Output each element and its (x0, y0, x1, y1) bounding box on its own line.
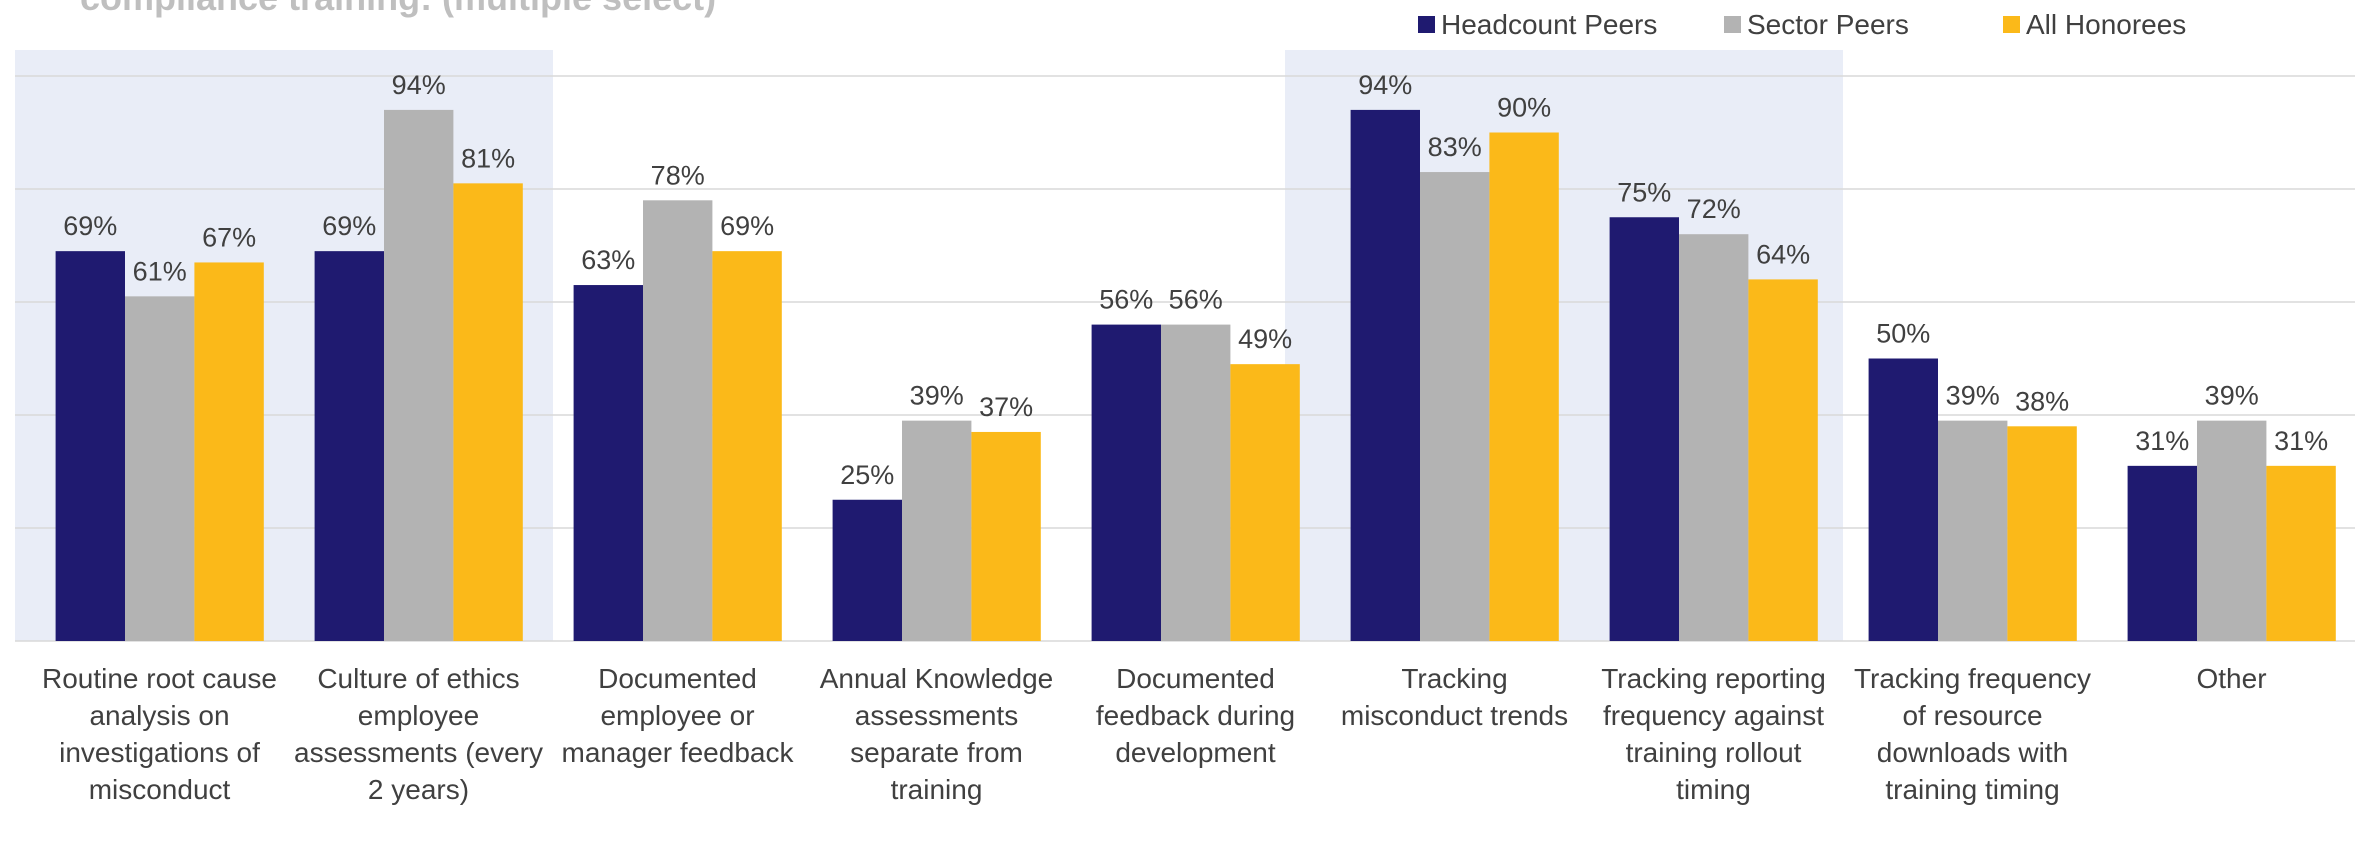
bar (1350, 109, 1420, 641)
bar (1161, 324, 1231, 641)
data-label: 39% (2205, 381, 2259, 411)
bar (314, 251, 384, 641)
data-label: 56% (1169, 285, 1223, 315)
bar (1868, 358, 1938, 641)
data-label: 75% (1617, 177, 1671, 207)
bar (1938, 420, 2008, 641)
bar (1489, 132, 1559, 641)
x-tick-label: Culture of ethics employee assessments (… (294, 663, 543, 805)
bar (2266, 465, 2336, 641)
legend-swatch (1724, 16, 1741, 33)
x-tick-label: Routine root cause analysis on investiga… (41, 663, 278, 805)
bar (1679, 234, 1749, 641)
data-label: 31% (2135, 426, 2189, 456)
data-label: 50% (1876, 319, 1930, 349)
x-tick-label: Documented feedback during development (1095, 663, 1296, 768)
bar (643, 200, 713, 642)
x-tick-label: Annual Knowledge assessments separate fr… (819, 663, 1054, 805)
bar (712, 251, 782, 641)
bar (2007, 426, 2077, 641)
data-label: 38% (2015, 386, 2069, 416)
data-label: 67% (202, 222, 256, 252)
data-label: 31% (2274, 426, 2328, 456)
data-label: 64% (1756, 239, 1810, 269)
legend-swatch (2003, 16, 2020, 33)
x-tick-label: Documented employee or manager feedback (561, 663, 794, 768)
bar (194, 262, 264, 641)
bar (2127, 465, 2197, 641)
data-label: 69% (720, 211, 774, 241)
bar (1420, 172, 1490, 642)
data-label: 63% (581, 245, 635, 275)
x-tick-label: Tracking misconduct trends (1340, 663, 1569, 731)
data-label: 83% (1428, 132, 1482, 162)
x-tick-label: Other (2196, 663, 2267, 694)
bar (971, 431, 1041, 641)
x-tick-label: Tracking frequency of resource downloads… (1853, 663, 2092, 805)
data-label: 49% (1238, 324, 1292, 354)
legend-label: Sector Peers (1747, 9, 1909, 40)
bar (832, 499, 902, 641)
bar (125, 296, 195, 641)
data-label: 56% (1099, 285, 1153, 315)
bar (1748, 279, 1818, 641)
bar (1091, 324, 1161, 641)
data-label: 78% (651, 160, 705, 190)
bar (453, 183, 523, 641)
chart-title: compliance training: (multiple select) (80, 0, 716, 18)
legend-label: All Honorees (2026, 9, 2186, 40)
data-label: 81% (461, 143, 515, 173)
data-label: 90% (1497, 93, 1551, 123)
bar (1609, 217, 1679, 641)
bar (384, 109, 454, 641)
legend-swatch (1418, 16, 1435, 33)
data-label: 37% (979, 392, 1033, 422)
data-label: 61% (133, 256, 187, 286)
data-label: 25% (840, 460, 894, 490)
legend-label: Headcount Peers (1441, 9, 1657, 40)
bar (902, 420, 972, 641)
data-label: 39% (910, 381, 964, 411)
data-label: 69% (322, 211, 376, 241)
bar (1230, 364, 1300, 641)
bar (573, 285, 643, 641)
bar (55, 251, 125, 641)
data-label: 69% (63, 211, 117, 241)
data-label: 94% (1358, 70, 1412, 100)
data-label: 94% (392, 70, 446, 100)
bar (2197, 420, 2267, 641)
data-label: 72% (1687, 194, 1741, 224)
x-tick-label: Tracking reporting frequency against tra… (1601, 663, 1826, 805)
data-label: 39% (1946, 381, 2000, 411)
